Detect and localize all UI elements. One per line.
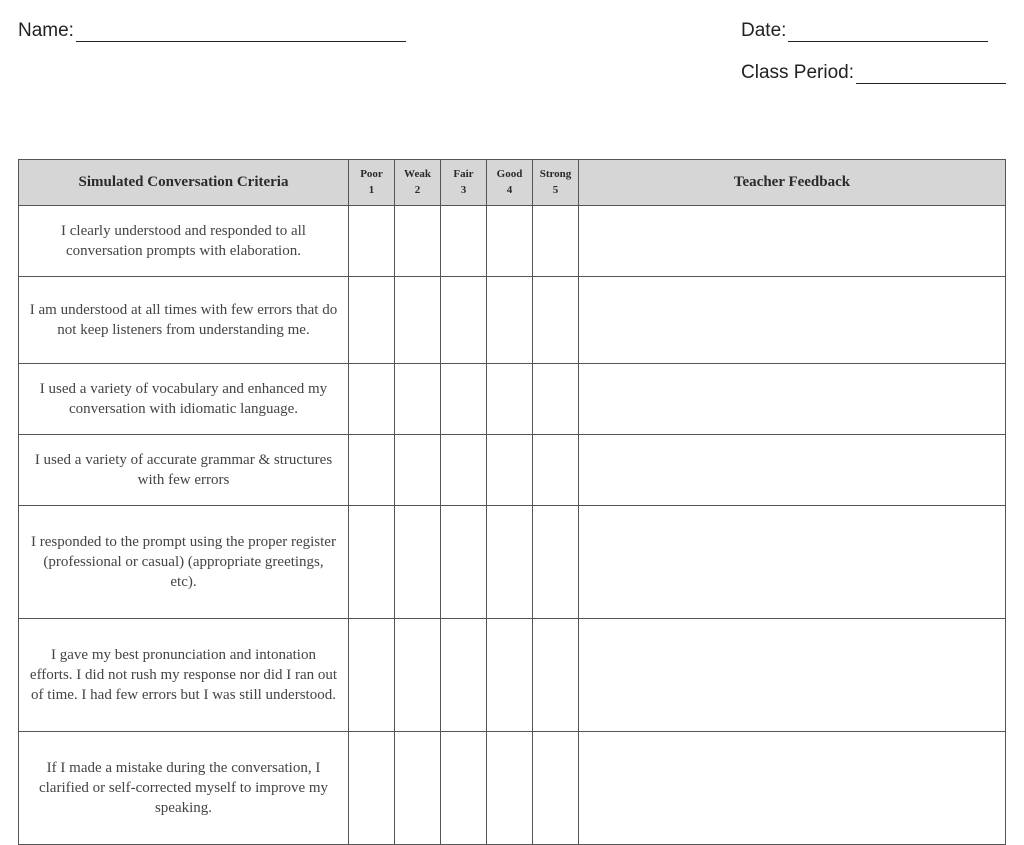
rating-cell[interactable]: [487, 206, 533, 277]
feedback-cell[interactable]: [579, 619, 1006, 732]
rating-label: Fair: [445, 167, 482, 182]
rubric-table: Simulated Conversation Criteria Poor 1 W…: [18, 159, 1006, 845]
rating-num: 2: [399, 183, 436, 198]
rating-header-2: Weak 2: [395, 160, 441, 206]
date-field: Date:: [741, 20, 1006, 42]
rating-cell[interactable]: [441, 277, 487, 364]
rating-cell[interactable]: [533, 506, 579, 619]
feedback-cell[interactable]: [579, 506, 1006, 619]
rating-label: Poor: [353, 167, 390, 182]
rating-cell[interactable]: [487, 435, 533, 506]
rating-cell[interactable]: [395, 206, 441, 277]
rating-header-5: Strong 5: [533, 160, 579, 206]
rating-label: Strong: [537, 167, 574, 182]
table-row: I gave my best pronunciation and intonat…: [19, 619, 1006, 732]
rating-cell[interactable]: [349, 435, 395, 506]
criteria-cell: I used a variety of accurate grammar & s…: [19, 435, 349, 506]
rating-cell[interactable]: [395, 435, 441, 506]
rating-num: 3: [445, 183, 482, 198]
name-label: Name:: [18, 20, 74, 42]
rating-cell[interactable]: [533, 619, 579, 732]
name-field: Name:: [18, 20, 406, 42]
criteria-cell: If I made a mistake during the conversat…: [19, 732, 349, 845]
feedback-cell[interactable]: [579, 206, 1006, 277]
table-row: If I made a mistake during the conversat…: [19, 732, 1006, 845]
rating-cell[interactable]: [533, 364, 579, 435]
class-period-blank[interactable]: [856, 63, 1006, 84]
table-row: I used a variety of vocabulary and enhan…: [19, 364, 1006, 435]
rating-cell[interactable]: [441, 206, 487, 277]
feedback-header: Teacher Feedback: [579, 160, 1006, 206]
table-row: I responded to the prompt using the prop…: [19, 506, 1006, 619]
rating-cell[interactable]: [349, 506, 395, 619]
rating-cell[interactable]: [441, 619, 487, 732]
rating-cell[interactable]: [487, 619, 533, 732]
rating-cell[interactable]: [395, 364, 441, 435]
rating-cell[interactable]: [349, 732, 395, 845]
rating-cell[interactable]: [533, 732, 579, 845]
feedback-cell[interactable]: [579, 277, 1006, 364]
rating-num: 5: [537, 183, 574, 198]
name-blank[interactable]: [76, 21, 406, 42]
date-label: Date:: [741, 20, 786, 42]
criteria-cell: I am understood at all times with few er…: [19, 277, 349, 364]
rating-num: 4: [491, 183, 528, 198]
rating-cell[interactable]: [487, 506, 533, 619]
table-row: I am understood at all times with few er…: [19, 277, 1006, 364]
right-fields: Date: Class Period:: [741, 20, 1006, 104]
rating-header-1: Poor 1: [349, 160, 395, 206]
rating-cell[interactable]: [349, 619, 395, 732]
rating-cell[interactable]: [395, 506, 441, 619]
rating-cell[interactable]: [441, 364, 487, 435]
class-period-label: Class Period:: [741, 62, 854, 84]
criteria-header: Simulated Conversation Criteria: [19, 160, 349, 206]
table-row: I clearly understood and responded to al…: [19, 206, 1006, 277]
rating-cell[interactable]: [441, 732, 487, 845]
left-fields: Name:: [18, 20, 406, 62]
feedback-cell[interactable]: [579, 435, 1006, 506]
rating-cell[interactable]: [487, 732, 533, 845]
rating-num: 1: [353, 183, 390, 198]
rating-cell[interactable]: [349, 364, 395, 435]
rating-cell[interactable]: [349, 277, 395, 364]
rating-cell[interactable]: [487, 277, 533, 364]
rating-cell[interactable]: [533, 435, 579, 506]
rating-cell[interactable]: [533, 277, 579, 364]
date-blank[interactable]: [788, 21, 988, 42]
header-fields: Name: Date: Class Period:: [18, 20, 1006, 104]
class-period-field: Class Period:: [741, 62, 1006, 84]
rating-cell[interactable]: [395, 619, 441, 732]
rating-cell[interactable]: [395, 732, 441, 845]
criteria-cell: I responded to the prompt using the prop…: [19, 506, 349, 619]
criteria-cell: I gave my best pronunciation and intonat…: [19, 619, 349, 732]
criteria-cell: I clearly understood and responded to al…: [19, 206, 349, 277]
rating-cell[interactable]: [349, 206, 395, 277]
rating-cell[interactable]: [441, 435, 487, 506]
rating-label: Good: [491, 167, 528, 182]
rating-cell[interactable]: [395, 277, 441, 364]
rating-cell[interactable]: [441, 506, 487, 619]
rating-header-4: Good 4: [487, 160, 533, 206]
rating-header-3: Fair 3: [441, 160, 487, 206]
feedback-cell[interactable]: [579, 364, 1006, 435]
rating-label: Weak: [399, 167, 436, 182]
criteria-cell: I used a variety of vocabulary and enhan…: [19, 364, 349, 435]
rubric-body: I clearly understood and responded to al…: [19, 206, 1006, 845]
rating-cell[interactable]: [487, 364, 533, 435]
header-row: Simulated Conversation Criteria Poor 1 W…: [19, 160, 1006, 206]
rating-cell[interactable]: [533, 206, 579, 277]
table-row: I used a variety of accurate grammar & s…: [19, 435, 1006, 506]
page: Name: Date: Class Period:: [0, 0, 1024, 845]
feedback-cell[interactable]: [579, 732, 1006, 845]
